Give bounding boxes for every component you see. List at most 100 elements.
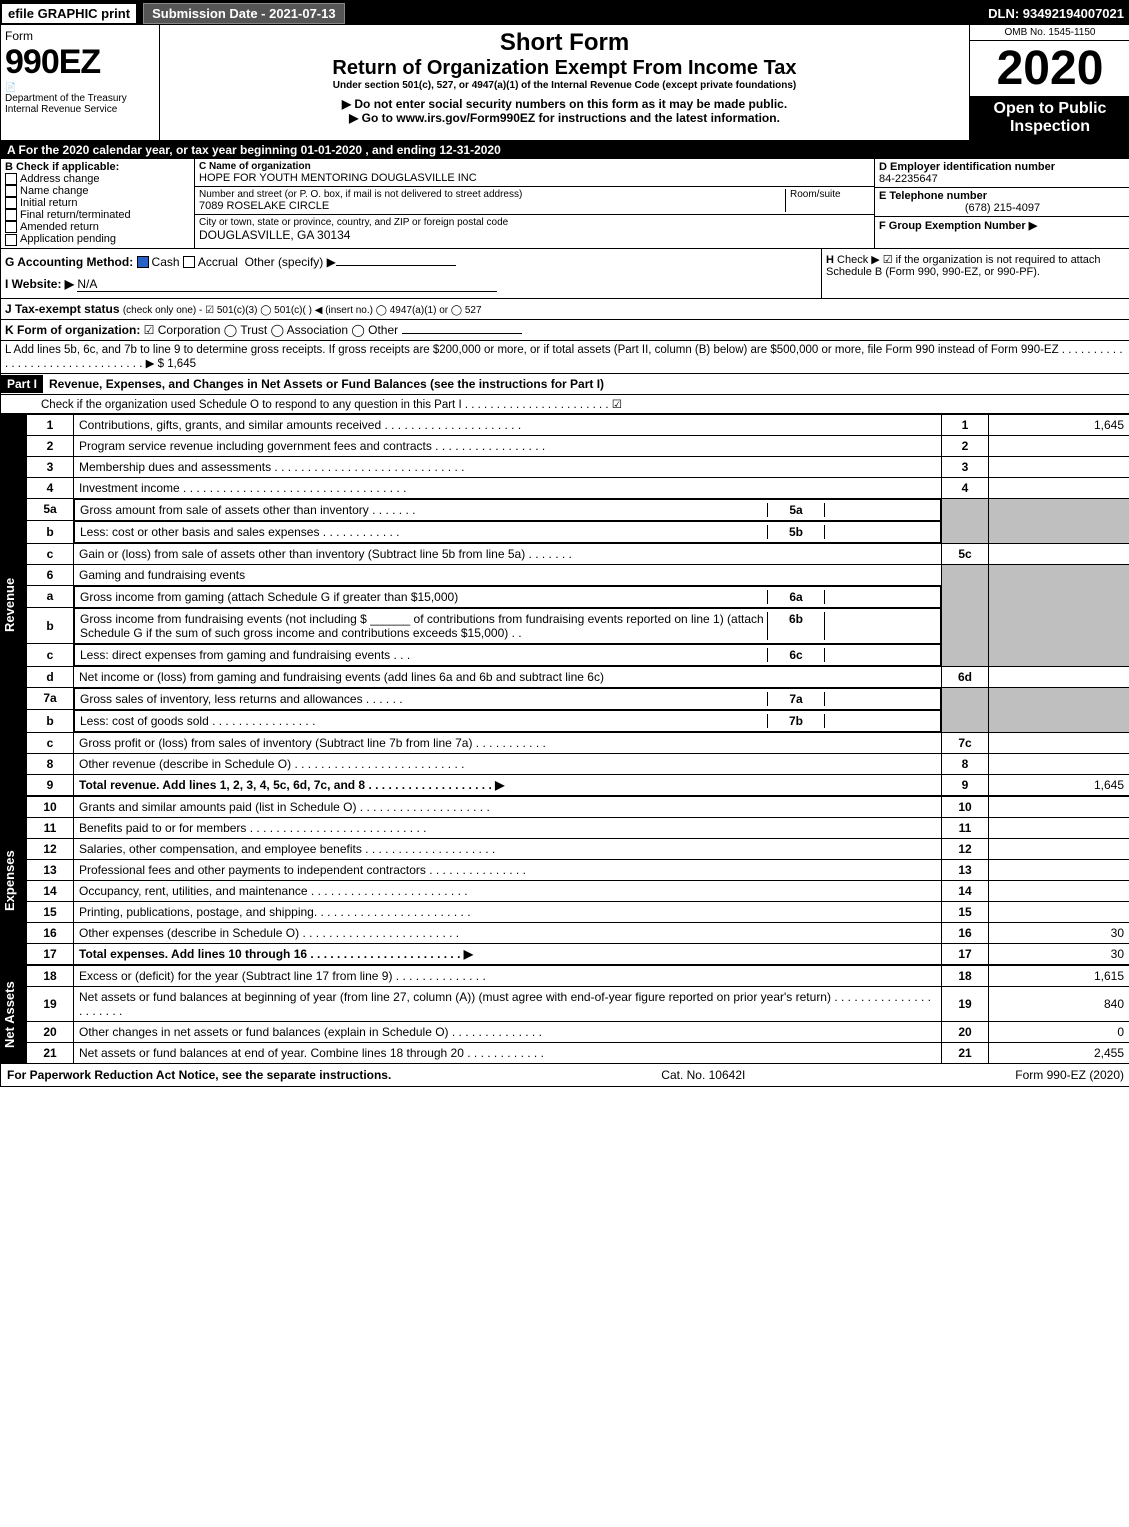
period-a: A For the 2020 calendar year, or tax yea… xyxy=(1,141,1129,159)
l11-d: Benefits paid to or for members . . . . … xyxy=(74,817,942,838)
revenue-block: Revenue 1Contributions, gifts, grants, a… xyxy=(1,414,1129,796)
l8-d: Other revenue (describe in Schedule O) .… xyxy=(74,753,942,774)
l6c-d: Less: direct expenses from gaming and fu… xyxy=(80,648,767,662)
l6a-s: 6a xyxy=(767,590,825,604)
g-lbl: G Accounting Method: xyxy=(5,255,133,269)
l16-v: 30 xyxy=(989,922,1129,943)
l17-d: Total expenses. Add lines 10 through 16 … xyxy=(74,943,942,964)
l2-d: Program service revenue including govern… xyxy=(74,435,942,456)
l10-v xyxy=(989,796,1129,817)
chk-name[interactable] xyxy=(5,185,17,197)
expenses-label: Expenses xyxy=(1,796,26,965)
other-input[interactable] xyxy=(336,265,456,266)
l9-d: Total revenue. Add lines 1, 2, 3, 4, 5c,… xyxy=(74,774,942,795)
lbl-address: Address change xyxy=(20,173,100,185)
box-def: D Employer identification number 84-2235… xyxy=(874,159,1129,248)
chk-address[interactable] xyxy=(5,173,17,185)
box-b: B Check if applicable: Address change Na… xyxy=(1,159,195,248)
k-lbl: K Form of organization: xyxy=(5,323,140,337)
chk-initial[interactable] xyxy=(5,197,17,209)
under-section: Under section 501(c), 527, or 4947(a)(1)… xyxy=(164,80,965,91)
chk-pending[interactable] xyxy=(5,234,17,246)
row-k: K Form of organization: ☑ Corporation ◯ … xyxy=(1,320,1129,341)
l5a-d: Gross amount from sale of assets other t… xyxy=(80,503,767,517)
chk-accrual[interactable] xyxy=(183,256,195,268)
room-lbl: Room/suite xyxy=(785,189,870,212)
submission-date: Submission Date - 2021-07-13 xyxy=(143,3,345,24)
i-lbl: I Website: ▶ xyxy=(5,277,74,291)
paperwork-notice: For Paperwork Reduction Act Notice, see … xyxy=(7,1068,391,1082)
c-street-lbl: Number and street (or P. O. box, if mail… xyxy=(199,189,785,200)
k-other-input[interactable] xyxy=(402,333,522,334)
part1-check: Check if the organization used Schedule … xyxy=(1,395,1129,414)
l6-d: Gaming and fundraising events xyxy=(74,564,942,585)
ein: 84-2235647 xyxy=(879,173,1126,185)
netassets-label: Net Assets xyxy=(1,965,26,1064)
l7a-s: 7a xyxy=(767,692,825,706)
lbl-pending: Application pending xyxy=(20,233,116,245)
expenses-table: 10Grants and similar amounts paid (list … xyxy=(26,796,1129,965)
l20-v: 0 xyxy=(989,1021,1129,1042)
row-j: J Tax-exempt status (check only one) - ☑… xyxy=(1,299,1129,320)
website: N/A xyxy=(77,277,497,292)
l3-v xyxy=(989,456,1129,477)
l6a-sv xyxy=(825,590,935,604)
tax-year: 2020 xyxy=(970,41,1129,96)
box-b-title: B Check if applicable: xyxy=(5,161,190,173)
part1-header: Part I Revenue, Expenses, and Changes in… xyxy=(1,374,1129,395)
e-lbl: E Telephone number xyxy=(879,190,1126,202)
l12-v xyxy=(989,838,1129,859)
l10-d: Grants and similar amounts paid (list in… xyxy=(74,796,942,817)
j-lbl: J Tax-exempt status xyxy=(5,302,120,316)
ssn-warning: ▶ Do not enter social security numbers o… xyxy=(164,97,965,111)
c-name-lbl: C Name of organization xyxy=(199,161,870,172)
l7b-s: 7b xyxy=(767,714,825,728)
netassets-block: Net Assets 18Excess or (deficit) for the… xyxy=(1,965,1129,1064)
lbl-name: Name change xyxy=(20,185,89,197)
h-lbl: H xyxy=(826,254,834,266)
irs-link[interactable]: ▶ Go to www.irs.gov/Form990EZ for instru… xyxy=(164,111,965,125)
l6c-s: 6c xyxy=(767,648,825,662)
l21-d: Net assets or fund balances at end of ye… xyxy=(74,1042,942,1063)
omb: OMB No. 1545-1150 xyxy=(970,25,1129,41)
netassets-table: 18Excess or (deficit) for the year (Subt… xyxy=(26,965,1129,1064)
expenses-block: Expenses 10Grants and similar amounts pa… xyxy=(1,796,1129,965)
l7b-sv xyxy=(825,714,935,728)
subtitle: Return of Organization Exempt From Incom… xyxy=(164,57,965,80)
form-word: Form xyxy=(5,29,155,43)
form-number: 990EZ xyxy=(5,43,155,82)
l6d-v xyxy=(989,666,1129,687)
l13-d: Professional fees and other payments to … xyxy=(74,859,942,880)
short-form-title: Short Form xyxy=(164,29,965,57)
lbl-amended: Amended return xyxy=(20,221,99,233)
chk-cash[interactable] xyxy=(137,256,149,268)
lbl-accrual: Accrual xyxy=(198,255,238,269)
org-name: HOPE FOR YOUTH MENTORING DOUGLASVILLE IN… xyxy=(199,172,870,184)
chk-amended[interactable] xyxy=(5,221,17,233)
l9-v: 1,645 xyxy=(989,774,1129,795)
efile-print-btn[interactable]: efile GRAPHIC print xyxy=(1,3,137,24)
section-abcdef: B Check if applicable: Address change Na… xyxy=(1,159,1129,249)
l6b-s: 6b xyxy=(767,612,825,640)
irs: Internal Revenue Service xyxy=(5,104,155,115)
l12-d: Salaries, other compensation, and employ… xyxy=(74,838,942,859)
open-inspection: Open to Public Inspection xyxy=(970,96,1129,140)
l1-d: Contributions, gifts, grants, and simila… xyxy=(74,414,942,435)
l5a-sv xyxy=(825,503,935,517)
l13-v xyxy=(989,859,1129,880)
l6b-d: Gross income from fundraising events (no… xyxy=(80,612,767,640)
box-c: C Name of organization HOPE FOR YOUTH ME… xyxy=(195,159,874,248)
l7a-sv xyxy=(825,692,935,706)
street: 7089 ROSELAKE CIRCLE xyxy=(199,200,785,212)
l5a-s: 5a xyxy=(767,503,825,517)
chk-final[interactable] xyxy=(5,209,17,221)
l17-v: 30 xyxy=(989,943,1129,964)
l5b-s: 5b xyxy=(767,525,825,539)
page-footer: For Paperwork Reduction Act Notice, see … xyxy=(1,1064,1129,1086)
k-rest: ☑ Corporation ◯ Trust ◯ Association ◯ Ot… xyxy=(144,323,398,337)
l15-v xyxy=(989,901,1129,922)
top-bar: efile GRAPHIC print Submission Date - 20… xyxy=(1,1,1129,25)
l15-d: Printing, publications, postage, and shi… xyxy=(74,901,942,922)
l14-d: Occupancy, rent, utilities, and maintena… xyxy=(74,880,942,901)
l6b-sv xyxy=(825,612,935,640)
